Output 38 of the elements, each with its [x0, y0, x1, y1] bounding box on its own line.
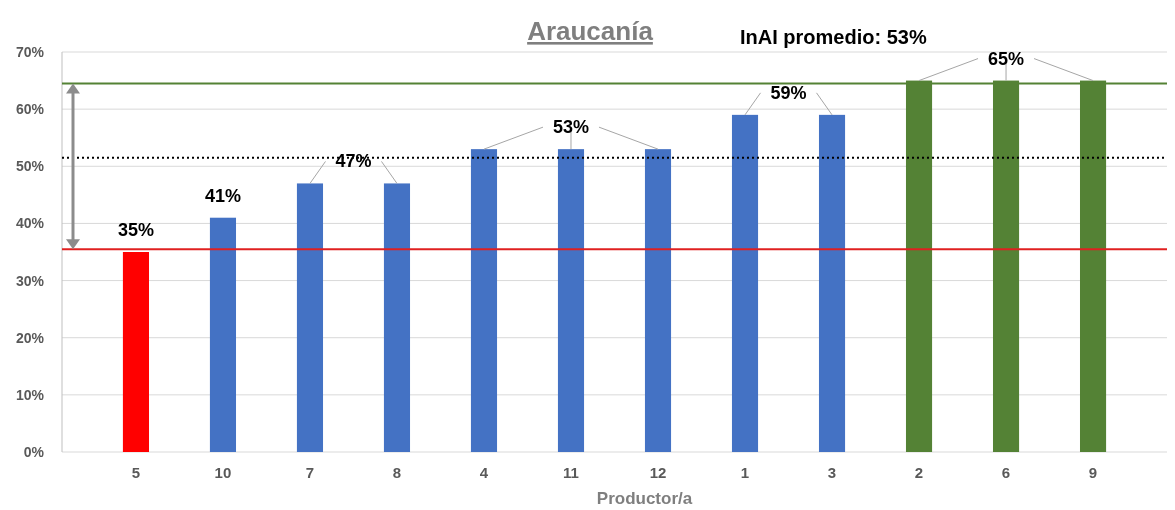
data-label: 59%	[770, 82, 807, 103]
chart-title: Araucanía	[527, 16, 654, 46]
data-label: 53%	[552, 117, 590, 138]
x-tick-label: 4	[479, 464, 489, 481]
bar	[731, 114, 759, 452]
y-tick-label: 20%	[15, 329, 45, 346]
data-label: 35%	[117, 220, 154, 240]
x-tick-label: 12	[649, 464, 667, 481]
x-axis-title: Productor/a	[596, 489, 693, 508]
x-tick-label: 8	[392, 464, 402, 481]
x-tick-label: 2	[914, 464, 924, 481]
x-tick-label: 9	[1088, 464, 1098, 481]
y-tick-label: 70%	[15, 44, 45, 60]
y-tick-label: 30%	[15, 272, 45, 289]
x-tick-label: 10	[214, 464, 232, 481]
x-tick-label: 7	[305, 464, 315, 481]
data-label: 41%	[204, 185, 241, 206]
bar	[296, 183, 324, 452]
y-tick-label: 60%	[15, 101, 45, 118]
x-tick-label: 5	[131, 464, 141, 481]
bar	[644, 149, 672, 452]
bar	[383, 183, 411, 452]
y-tick-label: 40%	[15, 215, 45, 232]
x-tick-label: 3	[827, 464, 837, 481]
bar	[209, 217, 237, 452]
x-tick-label: 6	[1001, 464, 1011, 481]
x-tick-label: 1	[740, 464, 750, 481]
y-tick-label: 50%	[15, 158, 45, 175]
bar	[470, 149, 498, 452]
x-tick-label: 11	[563, 464, 579, 481]
data-label: 65%	[988, 48, 1025, 69]
y-tick-label: 10%	[15, 386, 45, 403]
bar	[818, 114, 846, 452]
bar	[122, 252, 150, 452]
bar	[557, 149, 585, 452]
y-tick-label: 0%	[23, 444, 45, 460]
text: InAI promedio: 53%	[740, 26, 927, 48]
data-label: 47%	[335, 151, 372, 172]
